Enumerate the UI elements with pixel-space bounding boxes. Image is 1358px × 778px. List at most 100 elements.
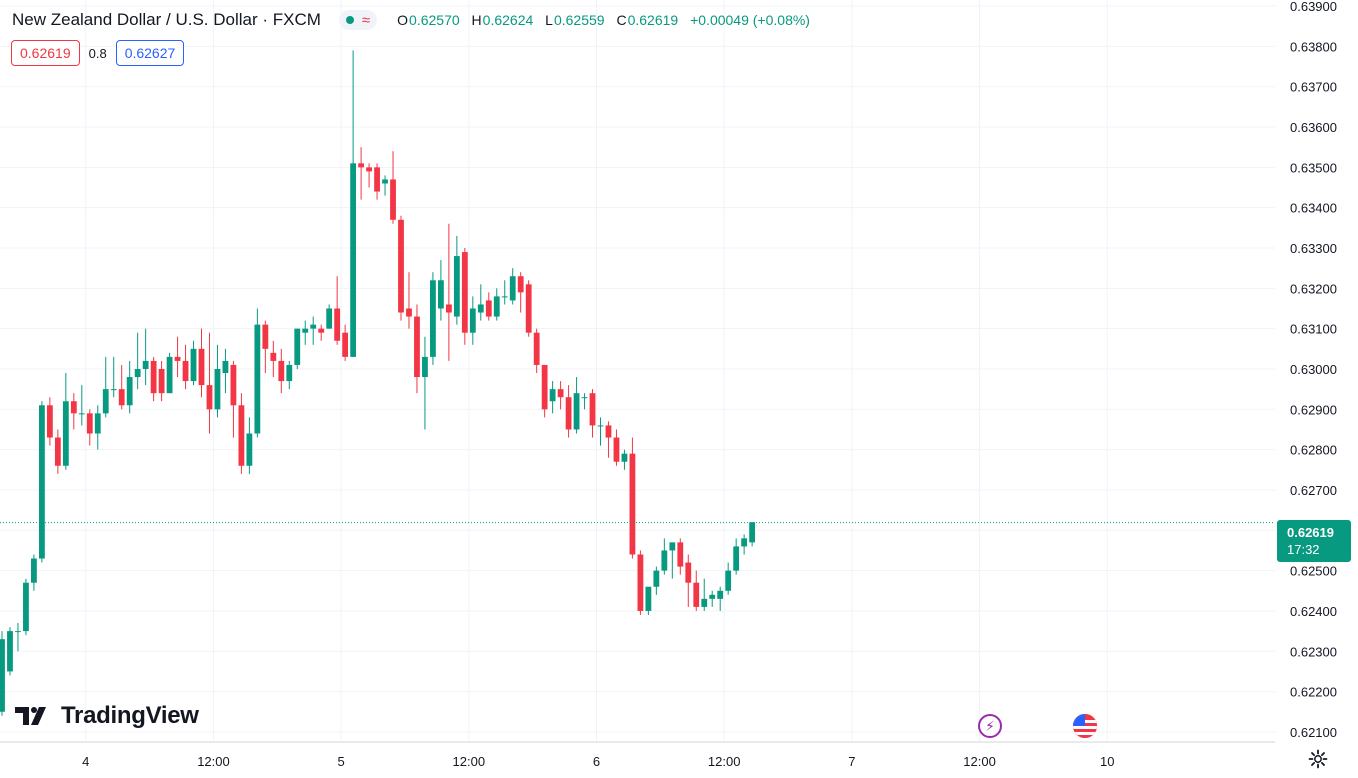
candle-body xyxy=(118,389,125,406)
candle-body xyxy=(358,163,364,168)
candle-body xyxy=(126,377,133,406)
candle-body xyxy=(230,364,237,406)
candle-down xyxy=(406,272,412,329)
candle-up xyxy=(581,393,588,410)
candle-down xyxy=(613,429,620,466)
candle-down xyxy=(605,421,612,458)
us-flag-icon[interactable] xyxy=(1073,714,1097,738)
candle-up xyxy=(254,308,261,438)
sell-button[interactable]: 0.62619 xyxy=(11,40,80,66)
candle-up xyxy=(166,352,173,394)
candle-up xyxy=(39,401,45,563)
buy-button[interactable]: 0.62627 xyxy=(115,40,185,66)
candle-body xyxy=(262,324,269,349)
time-axis[interactable]: 4 12:00 5 12:00 6 12:00 7 12:00 10 xyxy=(82,754,1114,769)
candle-up xyxy=(246,417,253,474)
candle-body xyxy=(573,393,580,430)
price-axis[interactable]: 0.63900 0.63800 0.63700 0.63600 0.63500 0.634… xyxy=(1290,0,1337,740)
flash-icon[interactable]: ⚡ xyxy=(978,714,1002,738)
gear-icon[interactable] xyxy=(1308,749,1328,769)
candle-down xyxy=(390,151,396,224)
symbol-title[interactable]: New Zealand Dollar / U.S. Dollar · FXCM xyxy=(12,10,321,29)
high-value: 0.62624 xyxy=(482,12,534,28)
time-tick-label: 12:00 xyxy=(197,754,230,769)
candle-body xyxy=(406,308,412,317)
candle-up xyxy=(78,385,85,426)
candle-up xyxy=(350,50,357,357)
candle-body xyxy=(294,328,301,365)
candle-up xyxy=(134,332,141,390)
candle-up xyxy=(725,562,732,595)
candle-body xyxy=(310,324,317,329)
price-tick-label: 0.62500 xyxy=(1290,564,1337,579)
candle-body xyxy=(469,308,476,333)
candle-down xyxy=(358,147,364,200)
candle-body xyxy=(717,590,724,599)
candle-body xyxy=(174,356,181,361)
candle-up xyxy=(94,405,101,450)
candle-down xyxy=(206,332,213,434)
quote-row: 0.62619 0.8 0.62627 xyxy=(11,40,185,66)
approx-data-icon: ≈ xyxy=(361,11,371,29)
candle-up xyxy=(597,417,604,446)
last-price-value: 0.62619 xyxy=(1287,525,1334,540)
candle-body xyxy=(749,522,756,543)
price-tick-label: 0.63600 xyxy=(1290,120,1337,135)
candle-body xyxy=(382,179,388,184)
candle-body xyxy=(581,397,588,399)
candle-body xyxy=(7,631,13,672)
candle-down xyxy=(334,276,341,345)
candle-up xyxy=(438,260,444,321)
candle-up xyxy=(749,522,756,547)
candle-body xyxy=(541,364,548,410)
candle-body xyxy=(589,393,596,426)
candle-body xyxy=(493,296,500,317)
candle-up xyxy=(126,360,133,414)
ohlc-legend: O0.62570 H0.62624 L0.62559 C0.62619 +0.0… xyxy=(397,12,818,28)
candle-body xyxy=(709,594,716,599)
price-tick-label: 0.63800 xyxy=(1290,39,1337,54)
candle-down xyxy=(445,223,452,361)
candle-down xyxy=(118,364,125,410)
change-value: +0.00049 (+0.08%) xyxy=(690,12,810,28)
candle-up xyxy=(15,623,21,652)
tradingview-logo-icon xyxy=(15,707,46,725)
candle-body xyxy=(190,348,197,382)
candle-body xyxy=(366,167,372,172)
candle-down xyxy=(533,328,540,374)
candle-body xyxy=(525,284,532,333)
candle-up xyxy=(142,328,149,386)
candle-body xyxy=(39,405,45,559)
candle-up xyxy=(733,538,740,575)
candle-body xyxy=(613,437,620,462)
market-status[interactable]: ≈ xyxy=(338,10,378,30)
candle-body xyxy=(46,405,53,438)
candle-up xyxy=(653,566,660,595)
candle-body xyxy=(150,360,157,394)
candle-down xyxy=(86,409,93,446)
candle-body xyxy=(302,328,309,333)
candle-up xyxy=(214,344,221,418)
candle-up xyxy=(645,586,652,615)
candle-body xyxy=(685,562,692,583)
candle-body xyxy=(517,276,524,293)
candle-body xyxy=(158,368,165,394)
candle-down xyxy=(278,348,285,394)
candle-body xyxy=(350,163,357,357)
candle-down xyxy=(677,538,684,575)
candle-up xyxy=(477,284,484,321)
candle-body xyxy=(645,586,652,611)
candle-body xyxy=(54,437,61,466)
price-tick-label: 0.63200 xyxy=(1290,281,1337,296)
candle-down xyxy=(318,324,325,341)
candle-up xyxy=(501,280,508,305)
candle-body xyxy=(509,276,516,301)
candle-down xyxy=(637,550,644,615)
candle-body xyxy=(477,304,484,313)
time-tick-label: 4 xyxy=(82,754,89,769)
candle-body xyxy=(134,368,141,378)
candle-up xyxy=(430,272,436,365)
high-key: H xyxy=(471,12,482,28)
tradingview-logo[interactable]: TradingView xyxy=(15,702,199,730)
